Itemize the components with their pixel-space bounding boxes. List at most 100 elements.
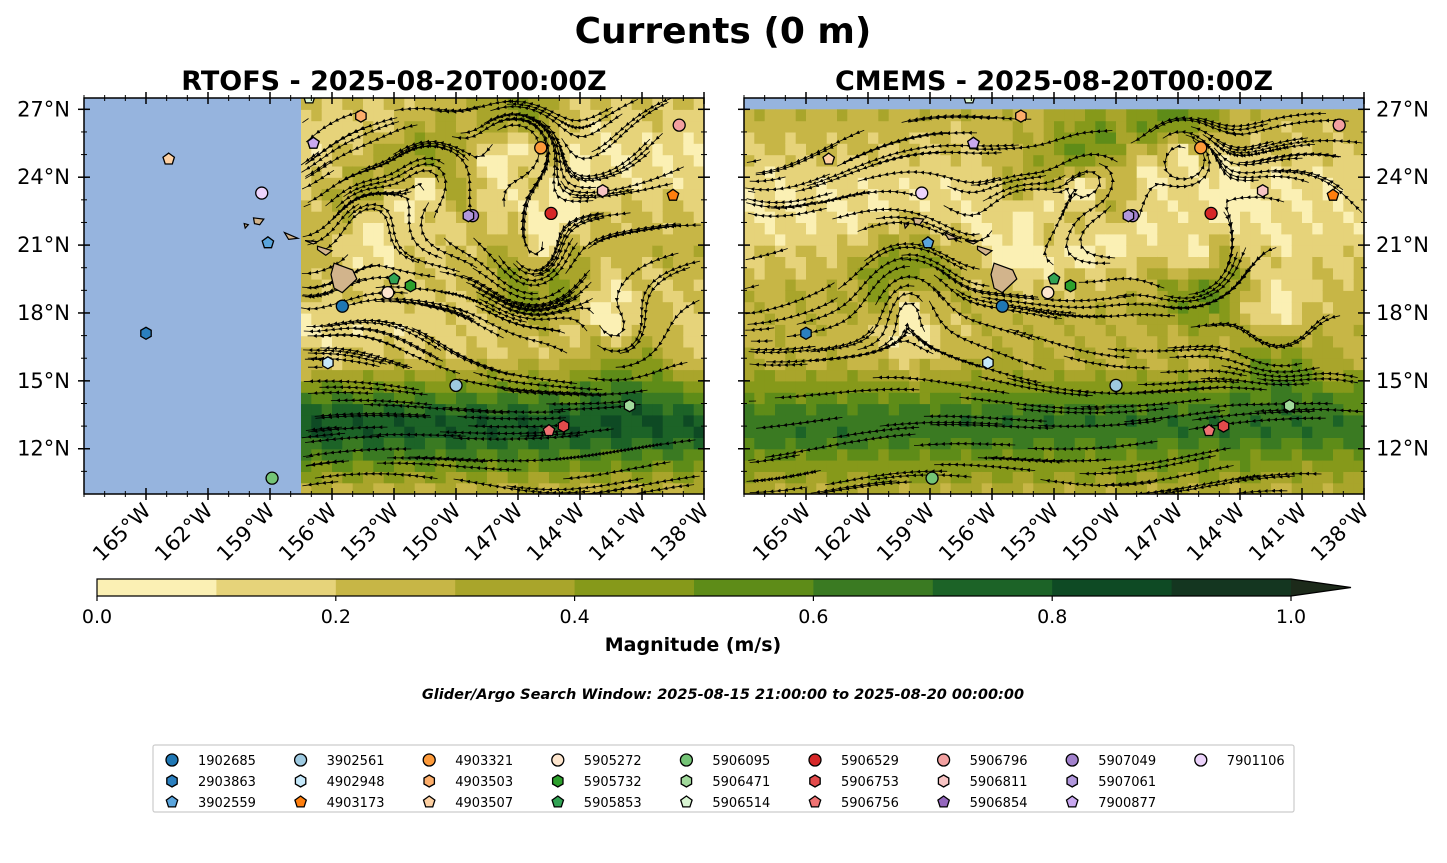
- field-cell: [611, 335, 622, 348]
- cmems-land: [903, 217, 1018, 294]
- field-cell: [764, 256, 776, 269]
- field-cell: [538, 437, 550, 450]
- field-cell: [981, 109, 993, 122]
- field-cell: [806, 109, 817, 122]
- field-cell: [1322, 165, 1334, 178]
- field-cell: [611, 324, 622, 337]
- colorbar-tick-label: 0.2: [321, 606, 351, 628]
- field-cell: [1023, 392, 1034, 405]
- field-cell: [363, 211, 374, 223]
- field-cell: [1054, 109, 1065, 122]
- streamline: [748, 190, 756, 193]
- field-cell: [569, 233, 581, 246]
- field-cell: [1054, 471, 1065, 484]
- field-cell: [785, 120, 797, 133]
- streamline: [588, 361, 688, 383]
- field-cell: [404, 448, 416, 461]
- field-cell: [1043, 301, 1055, 314]
- streamline: [1101, 446, 1231, 471]
- field-cell: [631, 290, 643, 303]
- field-cell: [950, 471, 962, 484]
- field-cell: [1250, 211, 1262, 223]
- field-cell: [775, 211, 786, 223]
- field-cell: [1012, 460, 1024, 472]
- field-cell: [1136, 313, 1148, 325]
- field-cell: [559, 392, 571, 405]
- field-cell: [383, 143, 395, 156]
- field-cell: [868, 245, 879, 257]
- field-cell: [1147, 222, 1158, 235]
- field-cell: [445, 437, 457, 450]
- field-cell: [847, 109, 859, 122]
- field-cell: [1271, 267, 1282, 280]
- field-cell: [785, 222, 797, 235]
- field-cell: [683, 199, 695, 212]
- field-cell: [301, 403, 312, 416]
- field-cell: [1209, 165, 1220, 178]
- field-cell: [1178, 143, 1189, 156]
- field-cell: [476, 414, 488, 427]
- field-cell: [569, 98, 581, 110]
- field-cell: [673, 211, 684, 223]
- field-cell: [642, 245, 653, 257]
- field-cell: [332, 414, 343, 427]
- field-cell: [806, 279, 817, 291]
- field-cell: [981, 482, 993, 494]
- field-cell: [528, 324, 540, 337]
- field-cell: [1312, 301, 1324, 314]
- field-cell: [662, 392, 674, 405]
- field-cell: [383, 346, 395, 359]
- field-cell: [538, 324, 550, 337]
- field-cell: [569, 222, 581, 235]
- colorbar-tick-label: 0.4: [559, 606, 589, 628]
- field-cell: [930, 199, 941, 212]
- field-cell: [693, 471, 704, 484]
- field-cell: [559, 256, 571, 269]
- field-cell: [1240, 165, 1251, 178]
- field-cell: [673, 143, 684, 156]
- field-cell: [693, 279, 704, 291]
- field-cell: [1188, 324, 1200, 337]
- field-cell: [919, 448, 931, 461]
- field-cell: [1157, 222, 1169, 235]
- field-cell: [301, 177, 312, 190]
- field-cell: [1116, 313, 1127, 325]
- float-3902559: [261, 235, 275, 249]
- field-cell: [549, 358, 560, 371]
- field-cell: [1074, 256, 1086, 269]
- field-cell: [1291, 460, 1303, 472]
- legend-item-4903173: 4903173: [294, 795, 385, 811]
- field-cell: [847, 177, 859, 190]
- field-cell: [1126, 279, 1138, 291]
- field-cell: [816, 279, 828, 291]
- field-cell: [600, 222, 612, 235]
- field-cell: [857, 460, 869, 472]
- field-cell: [1023, 448, 1034, 461]
- field-cell: [363, 448, 374, 461]
- field-cell: [466, 426, 478, 438]
- field-cell: [363, 109, 374, 122]
- field-cell: [404, 414, 416, 427]
- field-cell: [601, 494, 612, 506]
- streamline: [1209, 401, 1333, 409]
- field-cell: [1229, 437, 1241, 450]
- field-cell: [764, 120, 776, 133]
- field-cell: [683, 120, 695, 133]
- field-cell: [1302, 346, 1313, 359]
- field-cell: [445, 448, 457, 461]
- field-cell: [992, 471, 1003, 484]
- field-cell: [878, 233, 890, 246]
- field-cell: [1353, 222, 1364, 235]
- field-cell: [1116, 154, 1127, 167]
- figure-title: Currents (0 m): [575, 11, 872, 52]
- field-cell: [971, 154, 983, 167]
- field-cell: [425, 369, 436, 382]
- field-cell: [683, 143, 695, 156]
- field-cell: [1126, 380, 1138, 393]
- field-cell: [580, 154, 591, 167]
- legend-label: 5905853: [584, 796, 642, 811]
- field-cell: [693, 437, 704, 450]
- field-cell: [1085, 369, 1096, 382]
- field-cell: [878, 131, 890, 144]
- field-cell: [631, 279, 643, 291]
